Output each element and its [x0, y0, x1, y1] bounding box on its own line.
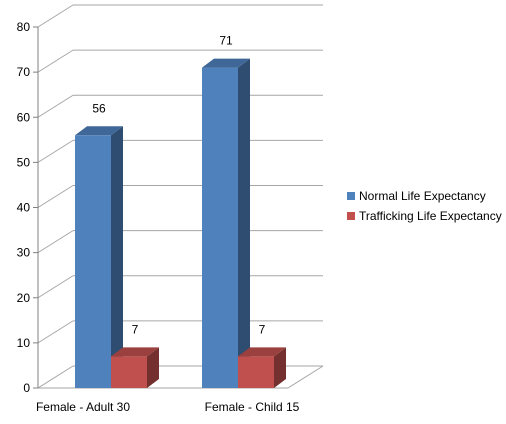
- bar-top: [238, 347, 286, 357]
- bar-side: [274, 347, 286, 388]
- data-label: 56: [92, 101, 106, 115]
- legend-label-trafficking: Trafficking Life Expectancy: [359, 209, 502, 223]
- y-tick-label: 80: [17, 20, 31, 34]
- grid-depth-line: [37, 185, 74, 208]
- bar-front: [75, 135, 111, 388]
- legend-item-trafficking: Trafficking Life Expectancy: [347, 206, 502, 226]
- grid-depth-line: [37, 365, 74, 389]
- x-category-label: Female - Adult 30: [36, 400, 130, 414]
- bar-top: [111, 347, 159, 357]
- data-label: 7: [132, 322, 139, 336]
- y-tick-label: 50: [17, 155, 31, 169]
- grid-depth-line: [37, 139, 74, 163]
- legend-item-normal: Normal Life Expectancy: [347, 186, 502, 206]
- bar-front: [238, 356, 274, 388]
- y-tick-label: 30: [17, 246, 31, 260]
- bar-front: [111, 356, 147, 388]
- grid-depth-line: [37, 94, 74, 118]
- bar-side: [147, 347, 159, 388]
- grid-depth-line: [37, 49, 74, 73]
- y-tick-label: 20: [17, 291, 31, 305]
- x-category-label: Female - Child 15: [205, 400, 300, 414]
- bar-top: [202, 58, 250, 68]
- data-label: 71: [219, 34, 233, 48]
- legend-swatch-normal: [347, 192, 355, 200]
- grid-depth-line: [37, 320, 74, 344]
- y-tick-label: 60: [17, 110, 31, 124]
- grid-depth-line: [37, 275, 74, 299]
- legend-swatch-trafficking: [347, 212, 355, 220]
- floor-right-edge: [287, 365, 324, 389]
- bar-top: [75, 126, 123, 136]
- grid-depth-line: [37, 230, 74, 254]
- bar-side: [238, 58, 250, 389]
- y-tick-label: 70: [17, 65, 31, 79]
- y-tick-label: 0: [23, 381, 30, 395]
- bar-front: [202, 67, 238, 389]
- grid-depth-line: [37, 4, 74, 28]
- bar-side: [111, 126, 123, 389]
- legend: Normal Life Expectancy Trafficking Life …: [347, 186, 502, 226]
- y-tick-label: 10: [17, 336, 31, 350]
- y-tick-label: 40: [17, 201, 31, 215]
- legend-label-normal: Normal Life Expectancy: [359, 189, 486, 203]
- data-label: 7: [259, 322, 266, 336]
